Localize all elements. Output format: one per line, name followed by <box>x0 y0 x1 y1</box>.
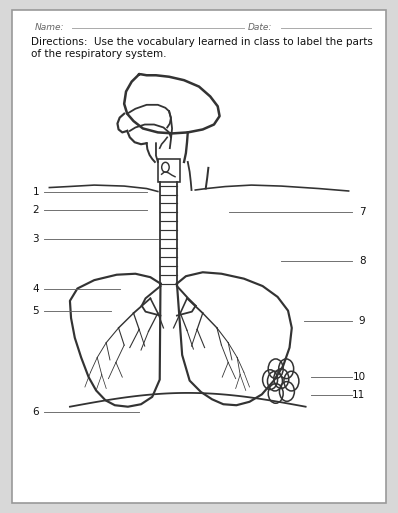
Text: 4: 4 <box>33 284 39 293</box>
Text: Directions:  Use the vocabulary learned in class to label the parts
of the respi: Directions: Use the vocabulary learned i… <box>31 37 373 59</box>
Text: Name:: Name: <box>34 23 64 32</box>
Text: Date:: Date: <box>248 23 272 32</box>
Text: 7: 7 <box>359 207 365 217</box>
Text: 10: 10 <box>352 372 365 382</box>
Bar <box>158 160 179 182</box>
Text: 9: 9 <box>359 315 365 326</box>
Text: 8: 8 <box>359 256 365 266</box>
Text: 6: 6 <box>33 407 39 417</box>
Text: 3: 3 <box>33 234 39 244</box>
Text: 1: 1 <box>33 187 39 198</box>
Text: 5: 5 <box>33 306 39 315</box>
Text: 2: 2 <box>33 205 39 215</box>
Text: 11: 11 <box>352 390 365 400</box>
